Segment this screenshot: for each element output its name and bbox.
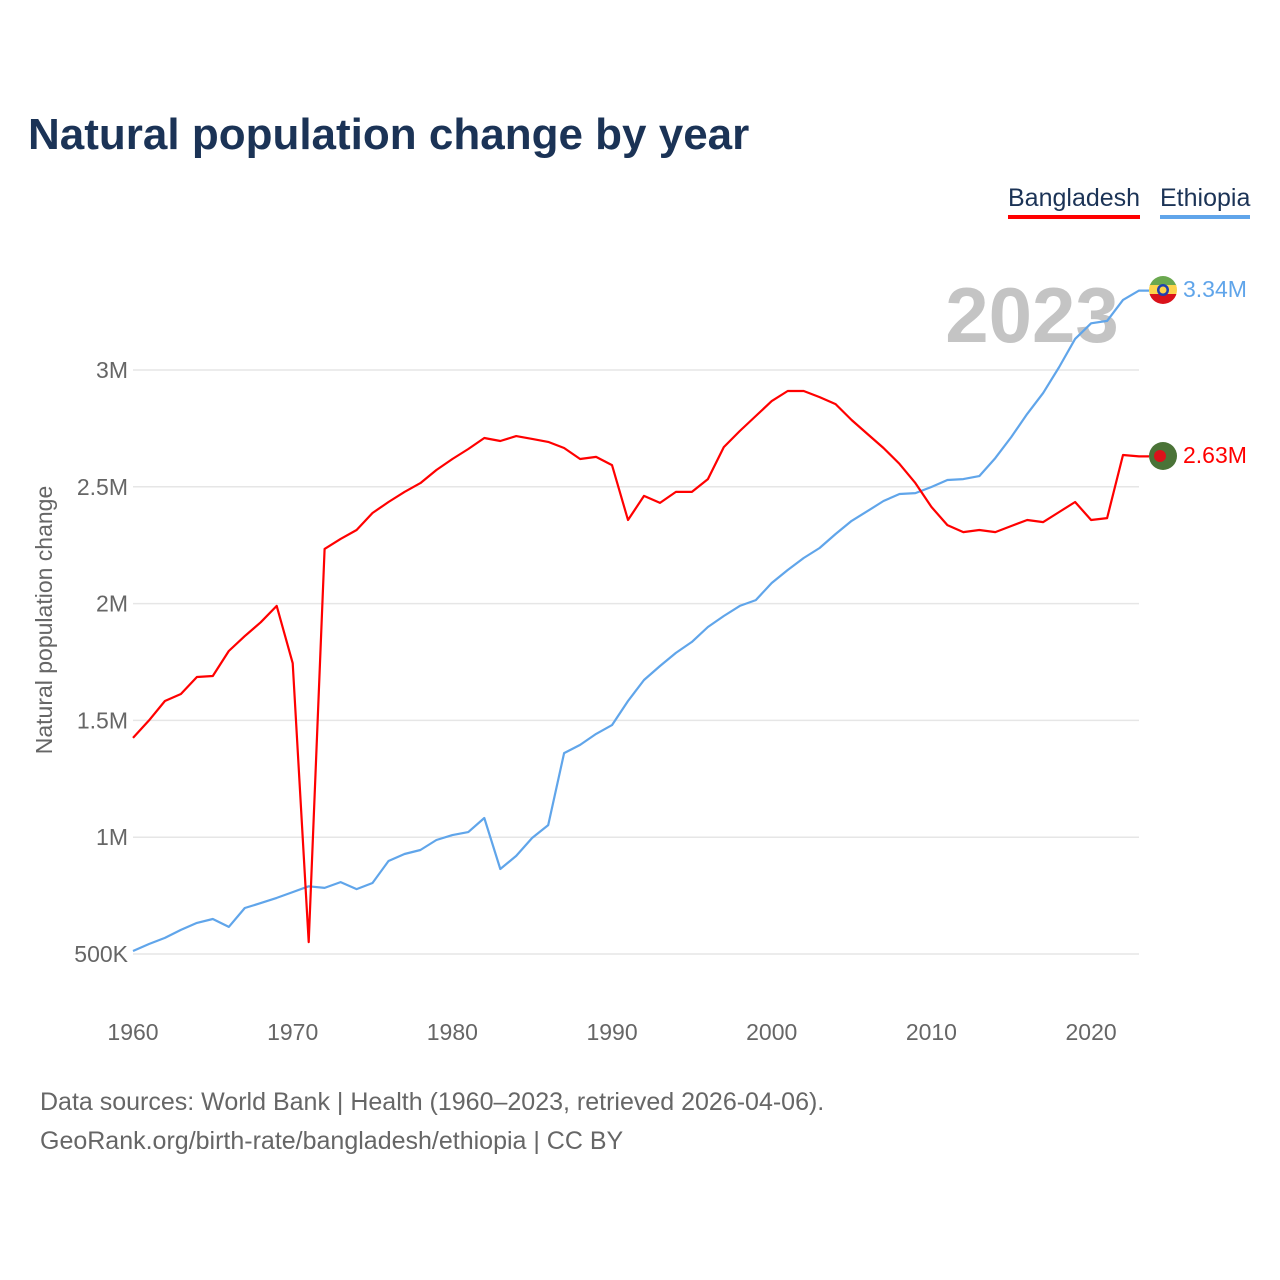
legend-ethiopia[interactable]: Ethiopia xyxy=(1160,184,1251,219)
y-tick-label: 3M xyxy=(96,357,128,383)
y-tick-label: 1M xyxy=(96,824,128,850)
current-year-label: 2023 xyxy=(945,271,1119,359)
bangladesh-end-value: 2.63M xyxy=(1183,442,1247,468)
legend-bangladesh[interactable]: Bangladesh xyxy=(1008,184,1141,219)
y-tick-label: 500K xyxy=(74,941,128,967)
y-tick-label: 2.5M xyxy=(77,474,128,500)
x-tick-label: 2010 xyxy=(906,1019,957,1045)
y-tick-label: 1.5M xyxy=(77,707,128,733)
x-tick-label: 1980 xyxy=(427,1019,478,1045)
x-tick-label: 2000 xyxy=(746,1019,797,1045)
bangladesh-flag-icon xyxy=(1149,442,1177,470)
y-tick-label: 2M xyxy=(96,591,128,617)
bangladesh-series-line xyxy=(132,389,1149,944)
ethiopia-series-line xyxy=(132,289,1149,953)
footer-link[interactable]: GeoRank.org/birth-rate/bangladesh/ethiop… xyxy=(40,1127,624,1155)
y-axis-label: Natural population change xyxy=(31,486,57,755)
x-tick-label: 1960 xyxy=(107,1019,158,1045)
chart-title: Natural population change by year xyxy=(28,110,750,159)
ethiopia-flag-icon xyxy=(1149,276,1177,304)
x-tick-label: 1970 xyxy=(267,1019,318,1045)
x-tick-label: 2020 xyxy=(1066,1019,1117,1045)
ethiopia-end-value: 3.34M xyxy=(1183,276,1247,302)
x-tick-label: 1990 xyxy=(586,1019,637,1045)
footer-sources: Data sources: World Bank | Health (1960–… xyxy=(40,1088,825,1116)
